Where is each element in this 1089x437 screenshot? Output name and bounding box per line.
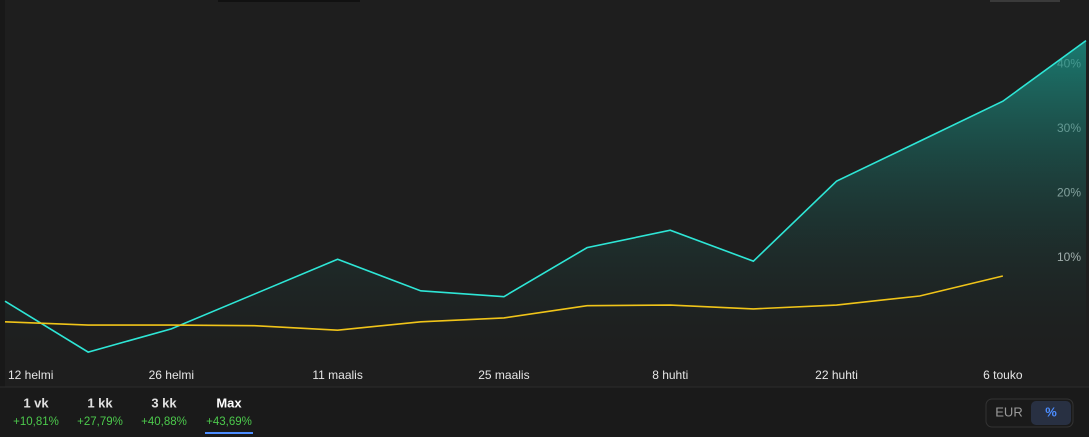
left-edge [0, 0, 5, 387]
footer [0, 387, 1089, 437]
period-change: +27,79% [77, 416, 123, 428]
period-label[interactable]: 1 kk [87, 395, 113, 410]
x-tick-label: 6 touko [983, 368, 1023, 382]
period-change: +40,88% [141, 416, 187, 428]
toggle-option[interactable]: EUR [995, 404, 1022, 419]
toggle-option[interactable]: % [1045, 404, 1057, 419]
line [4, 275, 1004, 331]
x-tick-label: 25 maalis [478, 368, 529, 382]
top-tab [218, 0, 360, 2]
period-label[interactable]: 1 vk [23, 395, 49, 410]
x-tick-label: 12 helmi [8, 368, 53, 382]
period-label[interactable]: Max [216, 395, 242, 410]
active-underline [205, 432, 253, 434]
line [4, 39, 1087, 353]
toggle-active [1031, 401, 1071, 425]
x-tick-label: 11 maalis [312, 368, 362, 382]
x-tick-label: 8 huhti [652, 368, 688, 382]
x-tick-label: 26 helmi [149, 368, 194, 382]
period-change: +10,81% [13, 416, 59, 428]
period-change: +43,69% [206, 416, 252, 428]
x-tick-label: 22 huhti [815, 368, 858, 382]
period-label[interactable]: 3 kk [151, 395, 177, 410]
top-button [990, 0, 1060, 2]
area [5, 40, 1086, 366]
